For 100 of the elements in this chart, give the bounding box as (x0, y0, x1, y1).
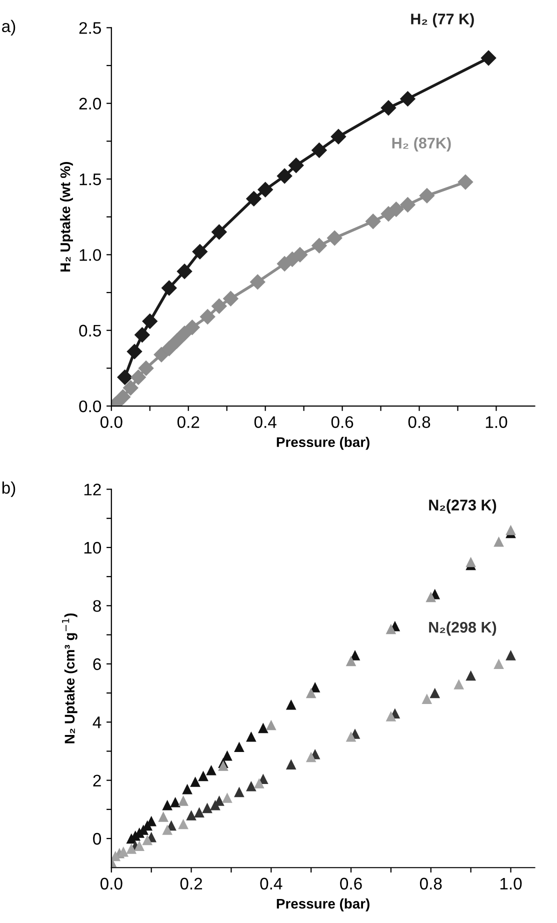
point (212, 298, 227, 314)
point (246, 191, 262, 206)
point (194, 807, 204, 818)
y-tick-label: 1.5 (80, 174, 101, 186)
point (246, 780, 256, 792)
point (400, 197, 416, 212)
x-tick-label: 0.2 (177, 416, 200, 428)
point (292, 247, 308, 262)
point (306, 752, 316, 762)
y-tick-label: 10 (84, 542, 102, 554)
y-tick-label: 0 (93, 832, 102, 845)
point (422, 694, 432, 704)
series-label: N₂(298 K) (429, 621, 496, 636)
point (286, 699, 296, 710)
x-tick-label: 0.6 (331, 416, 354, 428)
point (134, 327, 150, 342)
series-label: H₂ (77 K) (411, 13, 474, 28)
y-tick-label: 8 (93, 600, 101, 612)
point (306, 688, 316, 698)
x-tick-label: 1.0 (500, 878, 522, 890)
point (386, 624, 396, 634)
point (117, 370, 132, 385)
point (212, 224, 227, 240)
y-tick-label: 4 (92, 716, 102, 728)
y-axis-title: N₂ Uptake (cm³ g$^{−1}$) (62, 613, 78, 744)
point (330, 129, 346, 144)
point (142, 314, 158, 329)
point (400, 91, 416, 106)
point (222, 750, 232, 761)
x-axis-title: Pressure (bar) (276, 898, 370, 912)
point (346, 732, 356, 742)
point (246, 732, 256, 742)
x-tick-label: 0.4 (254, 416, 276, 428)
point (419, 188, 435, 204)
point (222, 792, 232, 803)
point (312, 142, 327, 158)
point (506, 650, 516, 660)
point (162, 824, 172, 835)
point (158, 812, 168, 822)
point (366, 214, 381, 229)
x-tick-label: 0.8 (408, 416, 430, 428)
point (458, 174, 474, 190)
y-tick-label: 2.0 (79, 98, 102, 110)
point (169, 333, 184, 349)
x-tick-label: 0.6 (340, 878, 362, 890)
x-axis-title: Pressure (bar) (276, 436, 370, 450)
point (506, 524, 516, 536)
point (206, 764, 216, 776)
point (126, 344, 142, 360)
point (312, 238, 327, 254)
point (123, 380, 138, 396)
point (176, 326, 192, 341)
point (454, 679, 464, 690)
point (288, 158, 304, 173)
point (111, 850, 121, 862)
point (118, 846, 129, 857)
point (386, 711, 396, 722)
point (126, 844, 137, 854)
point (277, 168, 292, 184)
chart-title: b) (2, 482, 16, 498)
point (178, 818, 188, 830)
x-tick-label: 0.4 (260, 878, 282, 890)
point (178, 796, 188, 806)
point (327, 230, 342, 246)
point (346, 656, 356, 666)
point (162, 280, 177, 296)
point (218, 760, 228, 771)
point (388, 202, 404, 217)
y-tick-label: 0.5 (79, 324, 101, 337)
point (130, 370, 146, 385)
point (426, 592, 436, 602)
point (170, 796, 180, 808)
x-tick-label: 0.8 (420, 878, 442, 890)
series-label: N₂(273 K) (429, 499, 496, 514)
point (184, 320, 200, 335)
point (223, 291, 238, 306)
y-tick-label: 2.5 (79, 22, 101, 34)
point (162, 340, 177, 356)
point (138, 360, 154, 376)
point (234, 742, 244, 752)
point (494, 658, 504, 670)
point (494, 536, 504, 547)
y-tick-label: 2 (93, 774, 101, 786)
point (480, 50, 496, 66)
chart-title: a) (2, 20, 16, 36)
point (186, 810, 196, 820)
point (134, 840, 145, 851)
point (182, 784, 192, 794)
point (466, 670, 476, 681)
y-axis-title: H₂ Uptake (wt %) (60, 162, 73, 272)
point (380, 100, 396, 116)
point (202, 802, 212, 814)
y-tick-label: 12 (84, 484, 101, 496)
point (192, 244, 208, 260)
point (200, 309, 216, 324)
y-tick-label: 1.0 (80, 249, 102, 261)
point (254, 778, 264, 788)
point (176, 264, 192, 279)
point (234, 786, 244, 798)
point (115, 389, 131, 405)
